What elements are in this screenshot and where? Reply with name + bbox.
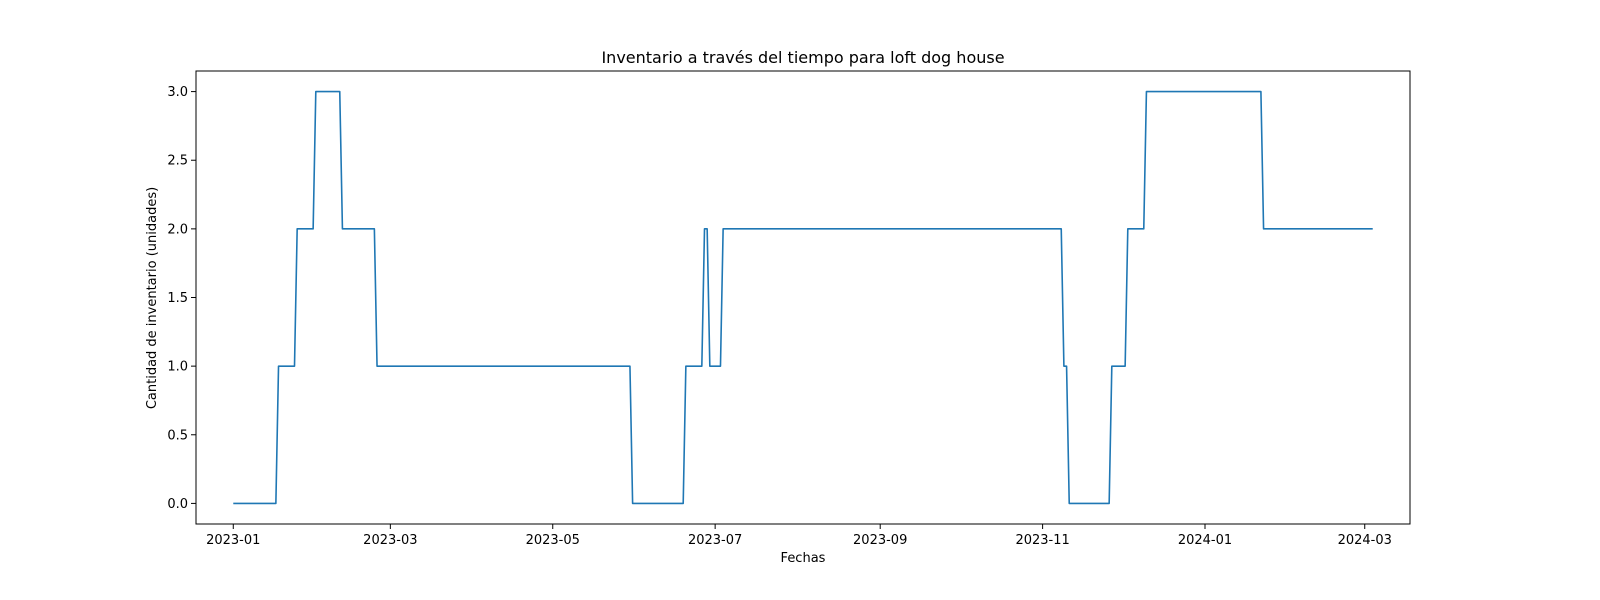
series-line [233,90,1373,505]
y-tick-label: 1.5 [167,291,188,306]
y-tick-label: 0.0 [167,497,188,512]
y-axis-label: Cantidad de inventario (unidades) [145,187,160,409]
x-tick-label: 2023-07 [688,533,742,548]
y-tick-label: 0.5 [167,428,188,443]
x-tick-label: 2023-09 [853,533,907,548]
x-axis-label: Fechas [781,551,826,566]
y-tick-label: 2.0 [167,222,188,237]
y-axis: 0.0 0.5 1.0 1.5 2.0 2.5 3.0 [167,85,196,512]
series-layer [233,90,1373,505]
y-tick-label: 2.5 [167,154,188,169]
chart-title: Inventario a través del tiempo para loft… [601,48,1004,67]
plot-area-frame [195,70,1411,525]
y-tick-label: 1.0 [167,360,188,375]
y-tick-label: 3.0 [167,85,188,100]
x-tick-label: 2023-03 [363,533,417,548]
x-tick-label: 2024-03 [1338,533,1392,548]
x-tick-label: 2023-01 [206,533,260,548]
x-axis: 2023-01 2023-03 2023-05 2023-07 2023-09 2023-… [206,524,1392,548]
x-tick-label: 2023-11 [1015,533,1069,548]
x-tick-label: 2023-05 [526,533,580,548]
x-tick-label: 2024-01 [1178,533,1232,548]
